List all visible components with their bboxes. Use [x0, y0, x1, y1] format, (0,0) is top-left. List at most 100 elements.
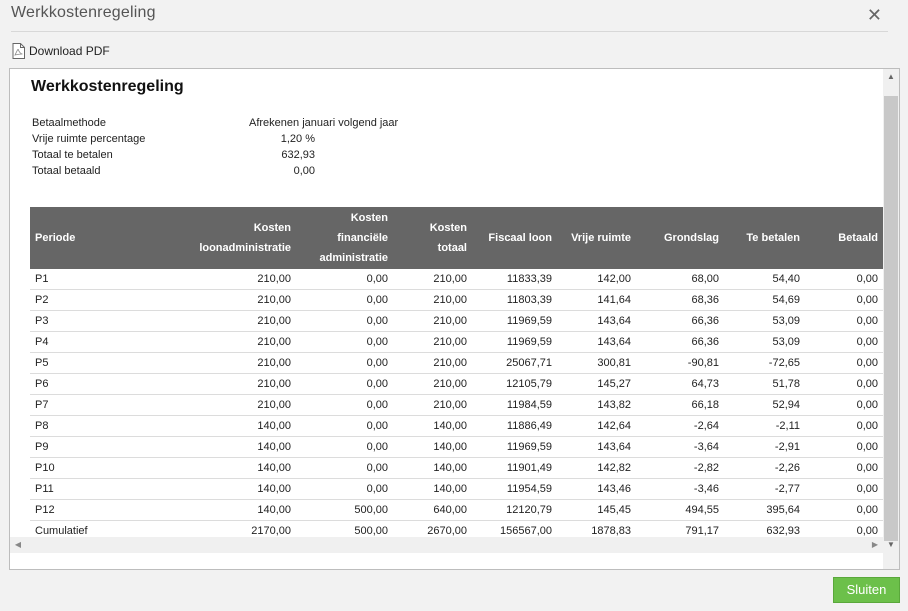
download-pdf-label: Download PDF [29, 44, 110, 58]
info-value: 632,93 [281, 149, 315, 161]
table-cell: 0,00 [296, 269, 393, 290]
table-cell: 11833,39 [472, 269, 557, 290]
table-row: P8 140,00 0,00 140,00 11886,49 142,64 -2,64 -2,… [30, 415, 883, 437]
sluiten-button[interactable]: Sluiten [833, 577, 900, 603]
info-value: 1,20 % [280, 133, 315, 145]
table-cell: 791,17 [685, 525, 719, 537]
table-cell: 210,00 [393, 373, 472, 395]
scroll-thumb[interactable] [884, 96, 898, 541]
info-label: Totaal te betalen [32, 149, 113, 161]
scroll-left-icon[interactable]: ◀ [14, 540, 22, 549]
table-cell: P1 [30, 269, 110, 290]
table-row: P2 210,00 0,00 210,00 11803,39 141,64 68,36 54,… [30, 289, 883, 311]
table-cell: 68,36 [636, 289, 724, 311]
table-cell: 143,64 [557, 331, 636, 353]
table-cell: 0,00 [856, 525, 878, 537]
table-cell: 0,00 [805, 415, 883, 437]
table-cell: 11954,59 [472, 478, 557, 500]
table-cell: 140,00 [393, 478, 472, 500]
scroll-down-icon[interactable]: ▼ [887, 540, 895, 549]
table-cell: 0,00 [805, 352, 883, 374]
table-cell: 66,36 [636, 310, 724, 332]
table-cell: -2,64 [636, 415, 724, 437]
table-cell: 143,46 [557, 478, 636, 500]
dialog-title: Werkkostenregeling [11, 4, 156, 21]
table-cell: 640,00 [393, 499, 472, 521]
column-header: Periode [30, 207, 110, 269]
table-cell: 210,00 [110, 269, 296, 290]
table-cell: 140,00 [110, 457, 296, 479]
header-row: Periode Kosten loonadministratie Kosten fina… [30, 207, 883, 269]
column-header-text: Betaald [838, 232, 878, 244]
download-pdf-link[interactable]: Download PDF [12, 43, 110, 59]
table-row: P9 140,00 0,00 140,00 11969,59 143,64 -3,64 -2,… [30, 436, 883, 458]
report-frame: Werkkostenregeling Betaalmethode Afreken… [9, 68, 900, 570]
table-cell: 141,64 [557, 289, 636, 311]
title-divider [11, 31, 888, 32]
table-row: P10 140,00 0,00 140,00 11901,49 142,82 -2,82 -2… [30, 457, 883, 479]
column-header-text: Fiscaal loon [488, 232, 552, 244]
table-cell: 0,00 [805, 478, 883, 500]
wkr-table: Periode Kosten loonadministratie Kosten fina… [30, 207, 883, 541]
vertical-scrollbar[interactable]: ▲ ▼ [883, 69, 899, 553]
table-cell: 53,09 [724, 331, 805, 353]
info-row-vrije-ruimte: Vrije ruimte percentage 1,20 % [32, 131, 432, 147]
table-cell: -2,82 [636, 457, 724, 479]
table-row: P11 140,00 0,00 140,00 11954,59 143,46 -3,46 -2… [30, 478, 883, 500]
table-cell: 11803,39 [472, 289, 557, 311]
table-cell: 143,82 [557, 394, 636, 416]
table-cell: P5 [30, 352, 110, 374]
table-cell: 140,00 [110, 478, 296, 500]
table-cell: 140,00 [393, 436, 472, 458]
table-cell: 632,93 [766, 525, 800, 537]
column-header: Te betalen [724, 207, 805, 269]
scroll-up-icon[interactable]: ▲ [887, 72, 895, 81]
table-row: P3 210,00 0,00 210,00 11969,59 143,64 66,36 53,… [30, 310, 883, 332]
horizontal-scrollbar[interactable]: ◀ ▶ [10, 537, 883, 553]
table-cell: 12105,79 [472, 373, 557, 395]
column-header-text: Vrije ruimte [571, 232, 631, 244]
table-row: P5 210,00 0,00 210,00 25067,71 300,81 -90,81 -7… [30, 352, 883, 374]
table-cell: 51,78 [724, 373, 805, 395]
table-cell: 143,64 [557, 436, 636, 458]
column-header: Kosten totaal [393, 207, 472, 269]
table-cell: 210,00 [393, 331, 472, 353]
table-cell: 0,00 [296, 331, 393, 353]
table-cell: 140,00 [393, 415, 472, 437]
table-cell: 210,00 [110, 394, 296, 416]
table-cell: 0,00 [805, 457, 883, 479]
table-cell: 494,55 [636, 499, 724, 521]
report-content: Werkkostenregeling Betaalmethode Afreken… [10, 69, 883, 553]
table-cell: -2,26 [724, 457, 805, 479]
table-cell: 500,00 [296, 499, 393, 521]
table-cell: P4 [30, 331, 110, 353]
table-cell: -2,91 [724, 436, 805, 458]
table-cell: -72,65 [724, 352, 805, 374]
column-header-text: loonadministratie [199, 242, 291, 254]
table-cell: 142,82 [557, 457, 636, 479]
table-cell: 210,00 [110, 331, 296, 353]
scroll-right-icon[interactable]: ▶ [871, 540, 879, 549]
info-row-totaal-te-betalen: Totaal te betalen 632,93 [32, 147, 432, 163]
table-cell: 64,73 [636, 373, 724, 395]
column-header-text: financiële [337, 232, 388, 244]
table-cell: 0,00 [805, 499, 883, 521]
table-cell: 54,40 [724, 269, 805, 290]
table-cell: 2170,00 [251, 525, 291, 537]
table-cell: 53,09 [724, 310, 805, 332]
column-header: Kosten financiële administratie [296, 207, 393, 269]
table-cell: 0,00 [805, 269, 883, 290]
table-row: P12 140,00 500,00 640,00 12120,79 145,45 494,5… [30, 499, 883, 521]
table-cell: P3 [30, 310, 110, 332]
table-cell: 11984,59 [472, 394, 557, 416]
table-cell: 11969,59 [472, 331, 557, 353]
table-cell: 25067,71 [472, 352, 557, 374]
table-cell: -90,81 [636, 352, 724, 374]
table-cell: 145,27 [557, 373, 636, 395]
table-cell: P9 [30, 436, 110, 458]
close-icon[interactable]: ✕ [866, 5, 882, 25]
table-cell: P10 [30, 457, 110, 479]
table-cell: 0,00 [296, 436, 393, 458]
column-header-text: Periode [35, 232, 76, 244]
table-cell: 145,45 [557, 499, 636, 521]
